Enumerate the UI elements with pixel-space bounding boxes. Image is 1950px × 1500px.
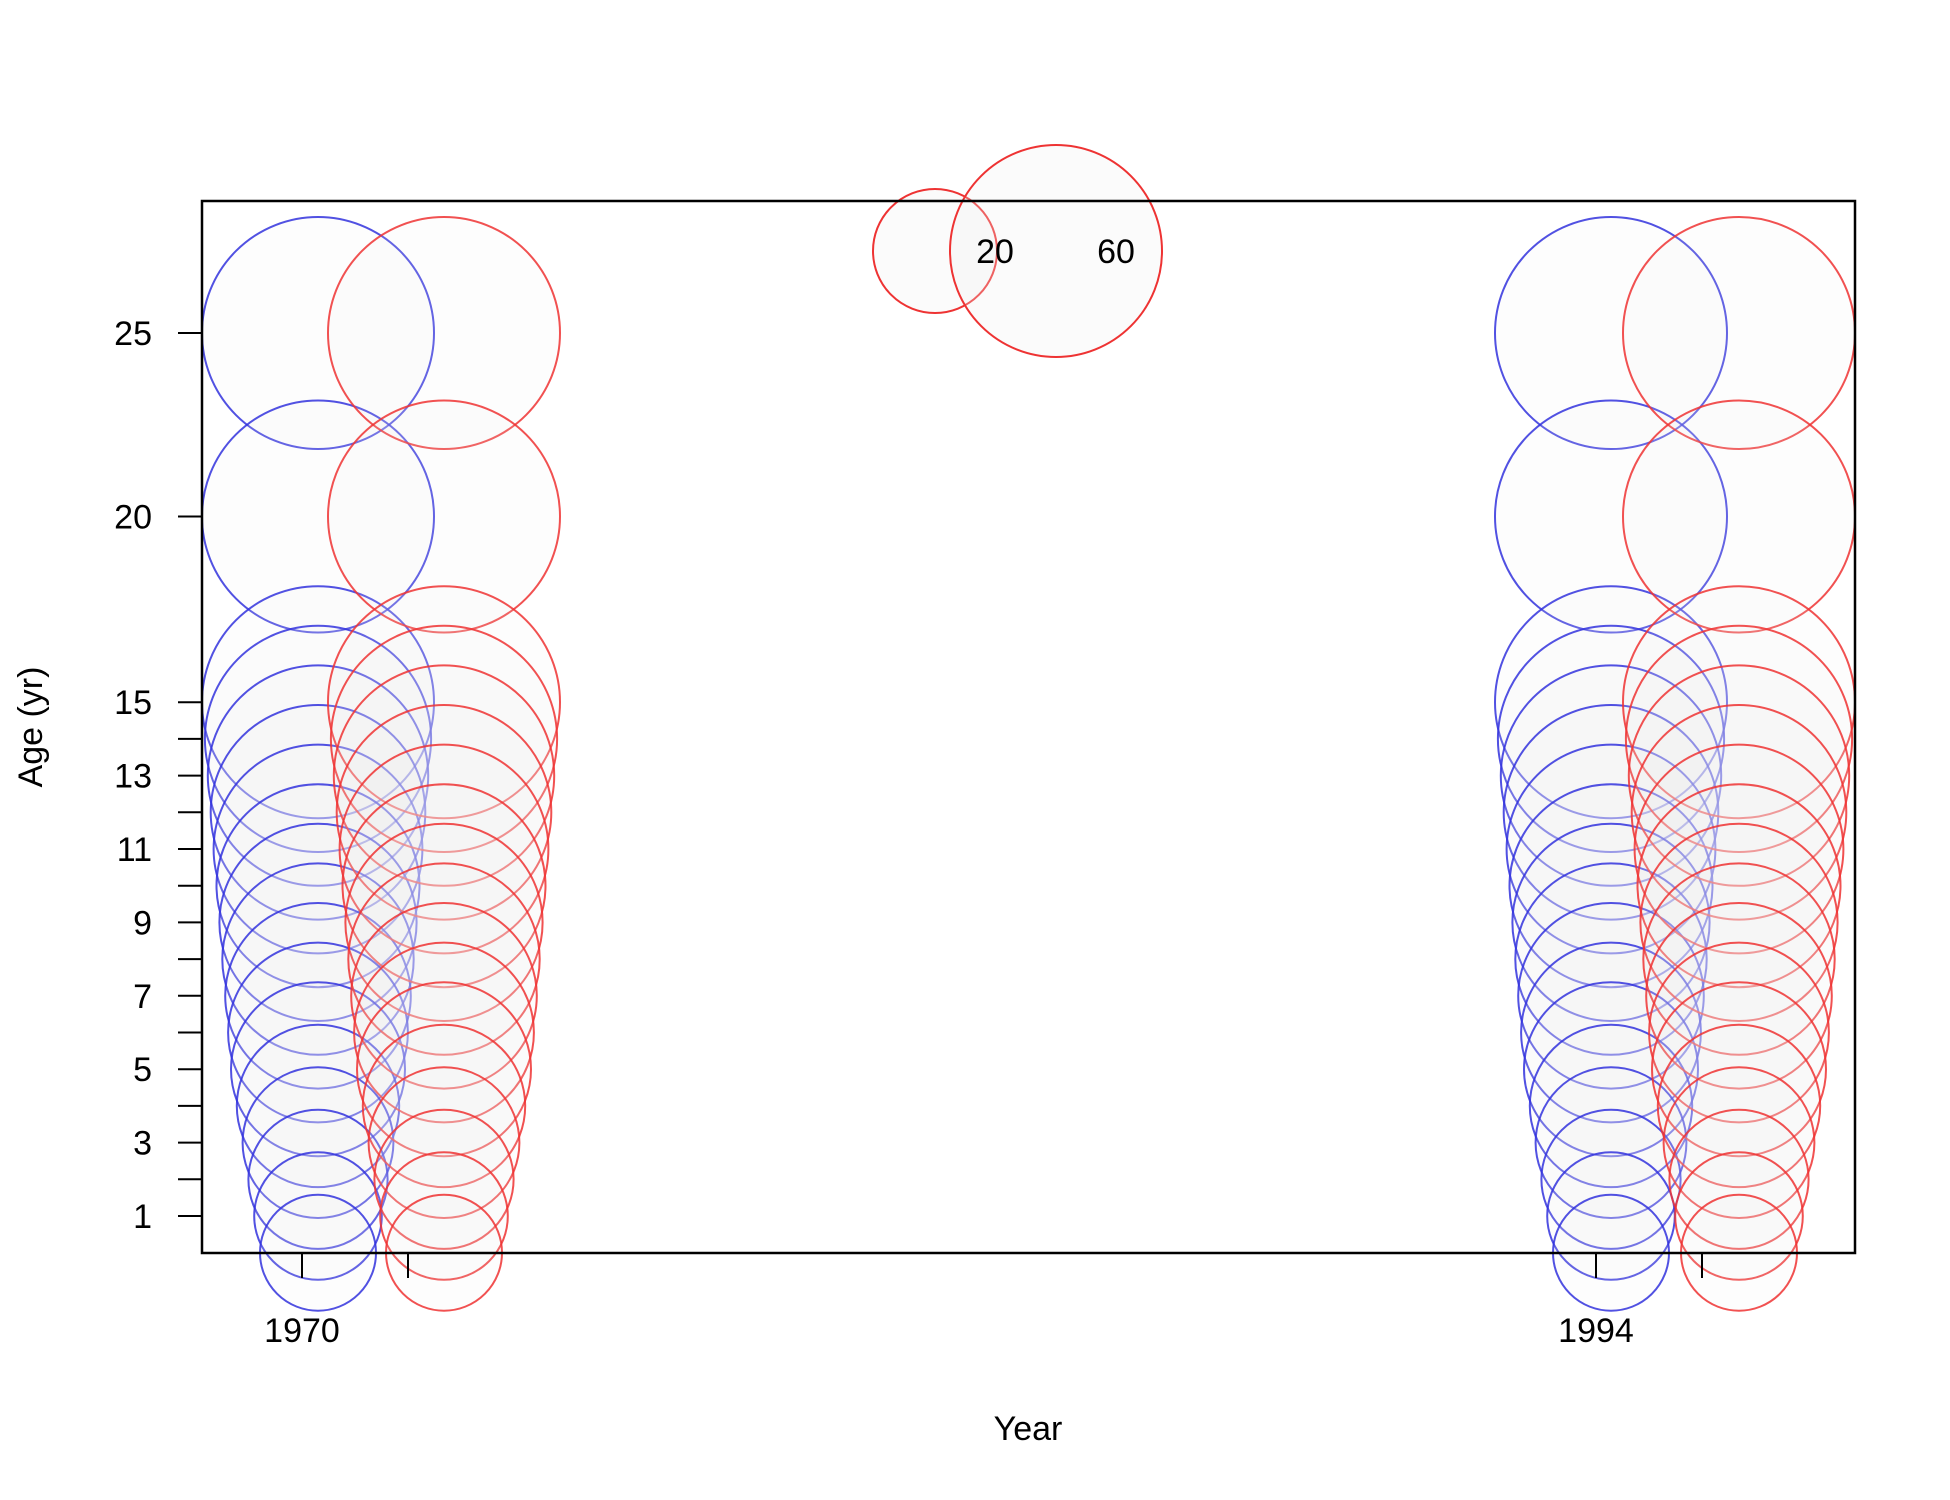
- bubble: [1517, 902, 1705, 1090]
- bubble: [356, 981, 532, 1158]
- bubble: [218, 822, 418, 1023]
- y-tick-label: 11: [117, 831, 152, 869]
- bubble: [1651, 981, 1827, 1158]
- x-tick-label: 1970: [264, 1312, 340, 1350]
- bubble: [1624, 624, 1854, 854]
- bubble: [235, 1023, 401, 1189]
- y-tick-label: 20: [114, 499, 152, 537]
- bubble: [1674, 1151, 1804, 1281]
- bubble: [327, 585, 561, 820]
- bubble: [247, 1108, 389, 1250]
- bubble: [1494, 399, 1728, 634]
- bubble: [327, 399, 561, 634]
- bubble: [350, 902, 538, 1090]
- legend-label: 20: [976, 233, 1014, 271]
- bubble: [1508, 783, 1714, 989]
- bubble: [1636, 783, 1842, 989]
- y-tick-label: 1: [133, 1198, 152, 1236]
- x-axis-title: Year: [994, 1410, 1063, 1448]
- y-tick-label: 15: [114, 684, 152, 722]
- bubble: [1540, 1108, 1682, 1250]
- bubble: [253, 1151, 383, 1281]
- bubble: [1642, 862, 1836, 1056]
- bubble: [347, 862, 541, 1056]
- y-tick-label: 3: [133, 1125, 152, 1163]
- bubble: [1639, 822, 1839, 1023]
- bubble: [1514, 862, 1708, 1056]
- bubble: [373, 1108, 515, 1250]
- y-tick-label: 25: [114, 315, 152, 353]
- bubble: [327, 216, 561, 450]
- bubble: [1511, 822, 1711, 1023]
- x-tick-label: 1994: [1558, 1312, 1634, 1350]
- bubble-layer: [201, 216, 1856, 1312]
- legend: 20 60: [872, 144, 1163, 358]
- bubble: [215, 783, 421, 989]
- bubble: [1496, 624, 1726, 854]
- bubble: [1645, 902, 1833, 1090]
- y-tick-label: 5: [133, 1051, 152, 1089]
- bubble: [1633, 743, 1845, 955]
- bubble: [230, 981, 406, 1158]
- bubble: [341, 783, 547, 989]
- y-tick-label: 13: [114, 758, 152, 796]
- legend-bubble: [949, 144, 1163, 358]
- bubble: [241, 1066, 395, 1219]
- plot-frame: [200, 199, 1857, 1255]
- bubble: [1534, 1066, 1688, 1219]
- bubble: [367, 1066, 521, 1219]
- bubble: [379, 1151, 509, 1281]
- bubble: [353, 941, 535, 1124]
- bubble: [221, 862, 415, 1056]
- y-tick-label: 7: [133, 978, 152, 1016]
- bubble: [1494, 585, 1728, 820]
- bubble: [1523, 981, 1699, 1158]
- bubble: [344, 822, 544, 1023]
- bubble: [1656, 1023, 1822, 1189]
- y-tick-label: 9: [133, 904, 152, 942]
- bubble: [329, 624, 559, 854]
- bubble: [1494, 216, 1728, 450]
- bubble: [361, 1023, 527, 1189]
- bubble: [1648, 941, 1830, 1124]
- legend-bubble: [872, 188, 998, 314]
- y-axis-title: Age (yr): [12, 667, 50, 788]
- x-axis: 1970 1994: [264, 1253, 1703, 1350]
- bubble: [1668, 1108, 1810, 1250]
- bubble: [1662, 1066, 1816, 1219]
- bubble: [338, 743, 550, 955]
- legend-label: 60: [1097, 233, 1135, 271]
- bubble: [1520, 941, 1702, 1124]
